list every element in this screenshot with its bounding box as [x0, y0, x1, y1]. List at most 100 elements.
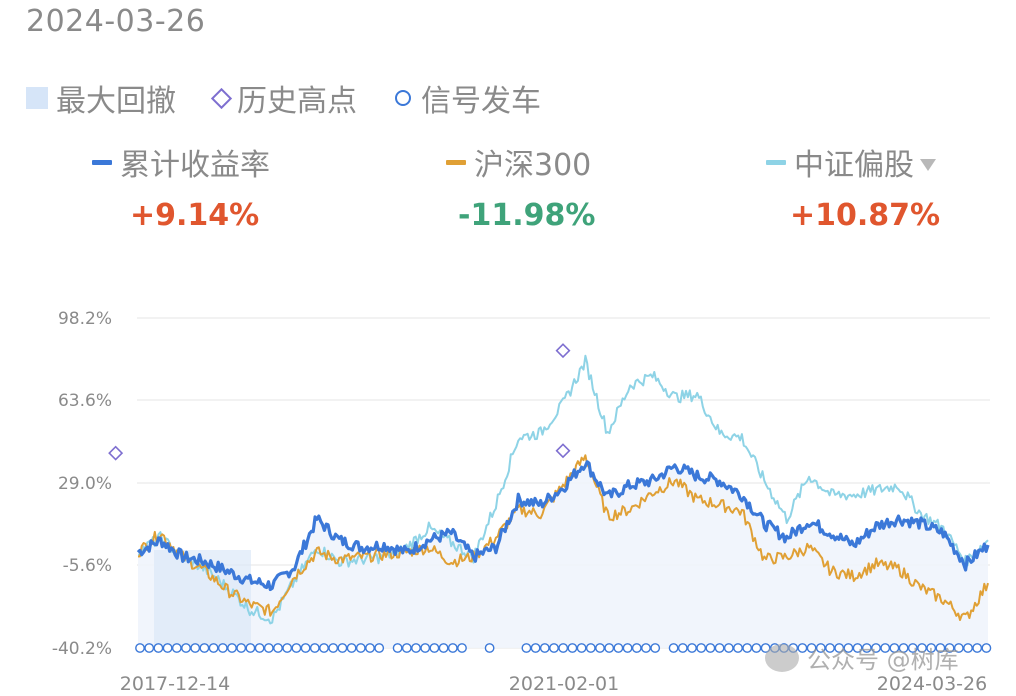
series-value: +10.87% — [790, 198, 941, 233]
signal-circle-icon — [944, 643, 955, 653]
signal-circle-icon — [199, 643, 210, 653]
series-value: -11.98% — [458, 198, 596, 233]
signal-circle-icon — [880, 643, 891, 653]
page-date: 2024-03-26 — [26, 4, 206, 39]
historical-high-markers — [108, 343, 571, 461]
series-legend-equity-fund[interactable]: 中证偏股 +10.87% — [766, 140, 940, 233]
line-swatch-icon — [766, 159, 786, 165]
signal-circle-icon — [981, 643, 992, 653]
signal-circle-icon — [825, 643, 835, 653]
diamond-icon — [555, 443, 571, 459]
watermark: 公众号 @树库 — [765, 640, 959, 675]
legend-label: 信号发车 — [421, 84, 541, 119]
signal-circle-icon — [815, 643, 826, 653]
signal-circle-icon — [889, 643, 900, 653]
signal-circle-icon — [751, 643, 762, 653]
legend-label: 历史高点 — [237, 84, 357, 119]
signal-circle-icon — [834, 643, 845, 653]
signal-circle-icon — [521, 643, 532, 653]
signal-circle-icon — [861, 643, 872, 653]
signal-circle-icon — [972, 643, 983, 653]
signal-circle-icon — [871, 643, 881, 653]
signal-circle-icon — [696, 643, 707, 653]
signal-circle-icon — [549, 643, 559, 653]
signal-circle-icon — [677, 643, 688, 653]
signal-circle-icon — [236, 643, 247, 653]
dropdown-triangle-icon[interactable] — [920, 159, 936, 171]
series-value: +9.14% — [130, 198, 260, 233]
signal-circle-icon — [953, 643, 964, 653]
signal-circle-icon — [530, 643, 541, 653]
signal-markers — [135, 643, 992, 653]
signal-circle-icon — [135, 643, 145, 653]
y-tick: -5.6% — [63, 556, 112, 576]
signal-circle-icon — [705, 643, 716, 653]
signal-circle-icon — [208, 643, 219, 653]
x-tick: 2017-12-14 — [120, 673, 230, 695]
diamond-icon — [555, 343, 571, 359]
signal-circle-icon — [806, 643, 817, 653]
signal-circle-icon — [963, 643, 973, 653]
signal-circle-icon — [595, 643, 605, 653]
x-tick: 2024-03-26 — [877, 673, 987, 695]
signal-circle-icon — [852, 643, 863, 653]
signal-circle-icon — [742, 643, 753, 653]
y-tick: 29.0% — [58, 474, 112, 494]
signal-circle-icon — [567, 643, 578, 653]
signal-circle-icon — [438, 643, 449, 653]
signal-circle-icon — [319, 643, 329, 653]
signal-circle-icon — [457, 643, 467, 653]
signal-circle-icon — [613, 643, 624, 653]
signal-circle-icon — [733, 643, 743, 653]
marker-legend: 最大回撤 历史高点 信号发车 — [26, 76, 579, 120]
x-tick: 2021-02-01 — [509, 673, 619, 695]
signal-circle-icon — [181, 643, 191, 653]
signal-circle-icon — [190, 643, 201, 653]
signal-circle-icon — [346, 643, 357, 653]
line-swatch-icon — [92, 159, 112, 165]
series-line — [136, 460, 990, 592]
signal-circle-icon — [907, 643, 918, 653]
signal-circle-icon — [668, 643, 679, 653]
series-legend-cumulative[interactable]: 累计收益率 +9.14% — [92, 140, 270, 233]
signal-circle-icon — [245, 643, 256, 653]
signal-circle-icon — [162, 643, 173, 653]
series-legend: 累计收益率 +9.14% 沪深300 -11.98% 中证偏股 +10.87% — [0, 140, 1016, 240]
signal-circle-icon — [539, 643, 550, 653]
signal-circle-icon — [300, 643, 311, 653]
signal-circle-icon — [144, 643, 155, 653]
signal-circle-icon — [650, 643, 661, 653]
signal-circle-icon — [631, 643, 642, 653]
legend-max-drawdown[interactable]: 最大回撤 — [26, 76, 176, 120]
signal-circle-icon — [282, 643, 293, 653]
signal-circle-icon — [153, 643, 164, 653]
wechat-icon — [765, 643, 799, 672]
signal-circle-icon — [273, 643, 283, 653]
signal-circle-icon — [309, 643, 320, 653]
signal-circle-icon — [263, 643, 274, 653]
signal-circle-icon — [641, 643, 651, 653]
signal-circle-icon — [714, 643, 725, 653]
signal-circle-icon — [291, 643, 302, 653]
legend-historical-high[interactable]: 历史高点 — [210, 76, 357, 120]
signal-circle-icon — [558, 643, 569, 653]
signal-circle-icon — [392, 643, 403, 653]
signal-circle-icon — [328, 643, 339, 653]
signal-circle-icon — [917, 643, 927, 653]
signal-circle-icon — [337, 643, 348, 653]
signal-circle-icon — [401, 643, 412, 653]
signal-circle-icon — [227, 643, 237, 653]
y-tick: 63.6% — [58, 391, 112, 411]
series-legend-hs300[interactable]: 沪深300 -11.98% — [446, 140, 595, 233]
signal-circle-icon — [576, 643, 587, 653]
circle-icon — [395, 90, 411, 106]
legend-signal[interactable]: 信号发车 — [395, 76, 541, 120]
signal-circle-icon — [254, 643, 265, 653]
signal-circle-icon — [622, 643, 633, 653]
signal-circle-icon — [374, 643, 385, 653]
signal-circle-icon — [585, 643, 596, 653]
square-icon — [26, 87, 48, 109]
series-name: 累计收益率 — [120, 148, 270, 183]
line-chart: 98.2% 63.6% 29.0% -5.6% -40.2% 2017-12-1… — [52, 309, 992, 695]
signal-circle-icon — [171, 643, 182, 653]
